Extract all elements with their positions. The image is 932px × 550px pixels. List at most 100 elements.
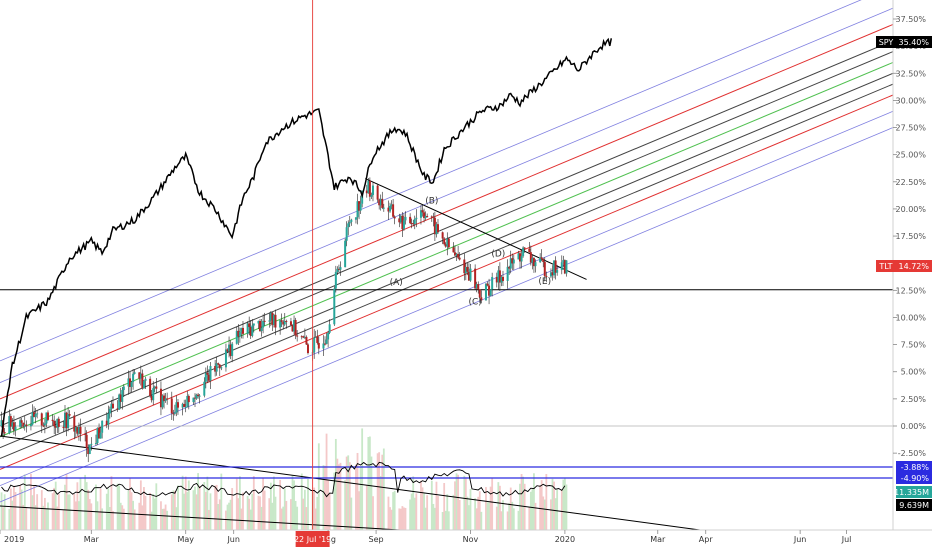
volume-bar [463,475,466,530]
candle-body [435,224,438,235]
volume-bar [262,477,265,530]
candle-body [454,252,457,256]
candle-body [392,204,395,217]
volume-bar [307,478,309,530]
candle-body [132,373,135,383]
volume-bar [469,489,472,530]
candle-body [467,271,470,281]
candle-body [192,397,195,403]
volume-bar [420,480,422,530]
spy-price-tag-label: 35.40% [898,38,929,47]
candle-body [489,289,492,296]
volume-bar [235,478,238,530]
candle-body [444,244,447,247]
candle-body [163,395,166,401]
candle-body [356,201,359,218]
volume-bar [163,508,165,530]
volume-bar [387,496,390,530]
volume-bar [511,501,514,530]
volume-bar [218,499,221,530]
volume-bar [231,488,234,530]
volume-bar [542,496,545,530]
volume-bar [133,509,136,530]
candle-body [519,253,522,262]
price-tick-label: 20.00% [895,205,926,214]
candle-body [457,253,460,258]
candle-body [430,216,433,218]
candle-body [390,204,393,206]
volume-bar [217,503,220,530]
indicator-tag-label: -4.90% [901,474,930,483]
candle-body [399,215,402,223]
candle-body [51,419,54,421]
volume-bar [468,505,470,530]
candle-body [272,314,275,325]
volume-bar [119,502,122,530]
candle-body [452,247,455,253]
price-tick-label: 0.00% [901,422,927,431]
candle-body [498,270,501,283]
volume-bar [127,490,130,530]
candle-body [251,325,254,336]
volume-bar [20,489,23,530]
time-tick-label: Jul [841,535,852,544]
volume-bar [79,477,82,530]
candle-body [376,185,379,200]
volume-bar [130,492,133,530]
candle-body [20,420,23,423]
candle-body [224,349,227,368]
volume-bars [0,428,568,530]
candle-body [159,388,162,408]
volume-tag-label: 9.639M [899,501,929,510]
volume-bar [433,507,436,530]
candle-body [108,408,111,414]
candle-body [170,398,173,414]
candle-body [11,422,14,427]
volume-bar [183,493,186,530]
volume-bar [485,487,487,530]
candle-body [463,259,466,274]
volume-bar [498,485,501,530]
volume-bar [348,462,351,530]
volume-bar [334,438,337,530]
candle-body [358,201,361,211]
volume-bar [509,487,512,530]
candle-body [303,336,306,338]
volume-bar [430,480,433,530]
volume-bar [300,473,303,530]
volume-bar [322,465,325,530]
candle-body [23,424,26,427]
volume-bar [458,499,461,530]
candle-body [62,426,65,428]
candle-body [110,403,113,409]
volume-bar [85,482,88,530]
price-axis[interactable]: 37.50%35.00%32.50%30.00%27.50%25.00%22.5… [893,15,926,458]
volume-bar [107,488,110,530]
candle-body [122,386,125,391]
channel-line [0,7,894,383]
time-axis[interactable]: 2019MarMayJunAugSepNov2020MarAprJunJul22… [0,530,851,547]
candle-body [43,423,46,426]
volume-bar [229,499,232,530]
candle-body [294,319,297,336]
indicator-tag-label: -3.88% [901,463,930,472]
candle-body [280,320,283,322]
volume-bar [30,473,32,530]
candle-body [218,364,221,369]
volume-bar [192,490,195,530]
candle-body [214,366,217,372]
volume-bar [489,486,492,530]
candle-body [152,388,155,401]
candle-body [119,394,122,402]
volume-bar [556,489,559,530]
volume-bar [228,502,230,530]
volume-bar [565,484,568,530]
candle-body [305,336,308,345]
volume-bar [403,507,405,530]
candle-body [45,412,48,424]
volume-bar [491,478,494,530]
time-tick-label: Mar [84,535,100,544]
volume-bar [8,508,11,530]
candle-body [173,412,176,414]
